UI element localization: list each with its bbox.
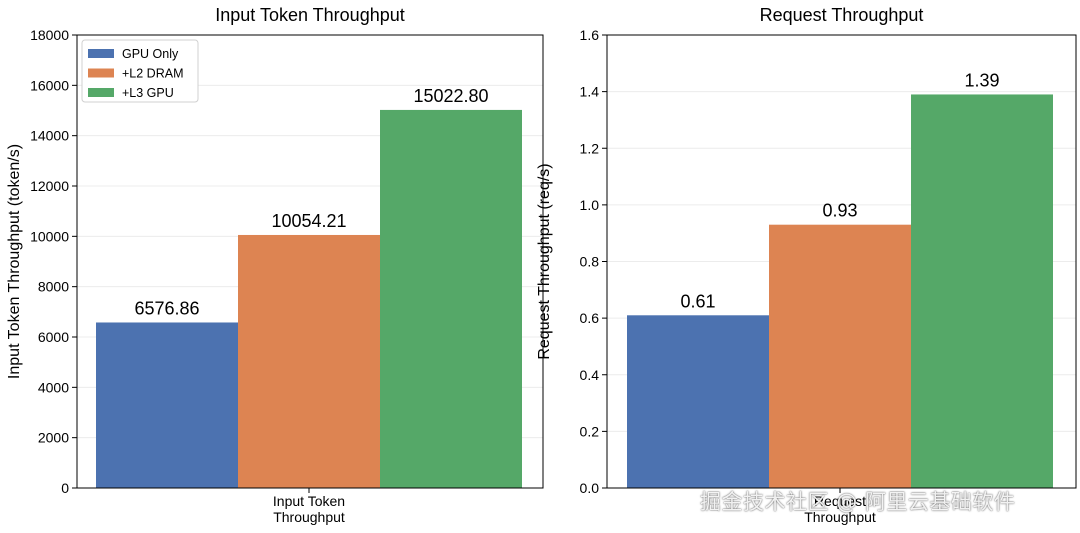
- y-tick-label: 4000: [38, 379, 69, 395]
- data-label: 0.61: [680, 291, 715, 311]
- y-tick-label: 12000: [30, 178, 69, 194]
- y-tick-label: 2000: [38, 430, 69, 446]
- bar-l2-dram: [238, 234, 380, 488]
- x-tick-label: Input Token Throughput: [273, 493, 345, 525]
- legend: GPU Only +L2 DRAM +L3 GPU: [81, 39, 199, 103]
- y-axis-label: Request Throughput (req/s): [536, 163, 553, 359]
- bar-l3-gpu: [911, 94, 1053, 489]
- data-label: 1.39: [964, 70, 999, 90]
- watermark: 掘金技术社区 @ 阿里云基础软件: [700, 490, 1016, 514]
- plot-frame: [76, 34, 544, 489]
- y-tick-label: 0.8: [580, 254, 600, 270]
- y-tick-label: 1.4: [580, 84, 600, 100]
- data-label: 6576.86: [134, 298, 199, 318]
- legend-entry: +L2 DRAM: [122, 67, 183, 81]
- data-label: 0.93: [822, 201, 857, 221]
- legend-entry: +L3 GPU: [122, 86, 174, 100]
- bar-gpu-only: [96, 322, 238, 488]
- x-tick-label-line: Throughput: [273, 509, 345, 525]
- chart-title: Request Throughput: [760, 5, 924, 25]
- y-tick-label: 1.6: [580, 27, 600, 43]
- bar-l2-dram: [769, 224, 911, 488]
- x-tick-label-line: Input Token: [273, 493, 345, 509]
- data-label: 15022.80: [413, 86, 488, 106]
- legend-swatch: [88, 68, 114, 78]
- y-tick-label: 0: [61, 480, 69, 496]
- y-tick-label: 6000: [38, 329, 69, 345]
- x-tick-label-line: Throughput: [804, 509, 876, 525]
- bar-gpu-only: [627, 315, 769, 488]
- y-tick-label: 1.0: [580, 197, 600, 213]
- bar-l3-gpu: [380, 109, 522, 488]
- y-axis-label: Input Token Throughput (token/s): [6, 144, 23, 379]
- x-tick-label-line: Request: [814, 493, 866, 509]
- y-tick-label: 0.4: [580, 367, 600, 383]
- y-tick-label: 18000: [30, 27, 69, 43]
- legend-swatch: [88, 88, 114, 97]
- legend-entry: GPU Only: [122, 47, 179, 61]
- y-tick-label: 0.2: [580, 423, 600, 439]
- chart-title: Input Token Throughput: [215, 5, 404, 25]
- x-tick-label: Request Throughput: [804, 493, 876, 525]
- data-label: 10054.21: [271, 211, 346, 231]
- chart-panel-2: 0.0 0.2 0.4 0.6 0.8 1.0 1.2 1.4 1.6 0.61 0.93 1.39 R…: [536, 5, 1077, 525]
- y-tick-label: 1.2: [580, 140, 600, 156]
- y-tick-label: 10000: [30, 228, 69, 244]
- y-tick-label: 8000: [38, 279, 69, 295]
- legend-swatch: [88, 49, 114, 58]
- plot-frame: [606, 34, 1077, 489]
- y-tick-label: 14000: [30, 128, 69, 144]
- y-tick-label: 0.6: [580, 310, 600, 326]
- y-tick-label: 0.0: [580, 480, 600, 496]
- chart-panel-1: 0 2000 4000 6000 8000 10000 12000 14000 16000 180…: [6, 5, 544, 525]
- y-tick-label: 16000: [30, 77, 69, 93]
